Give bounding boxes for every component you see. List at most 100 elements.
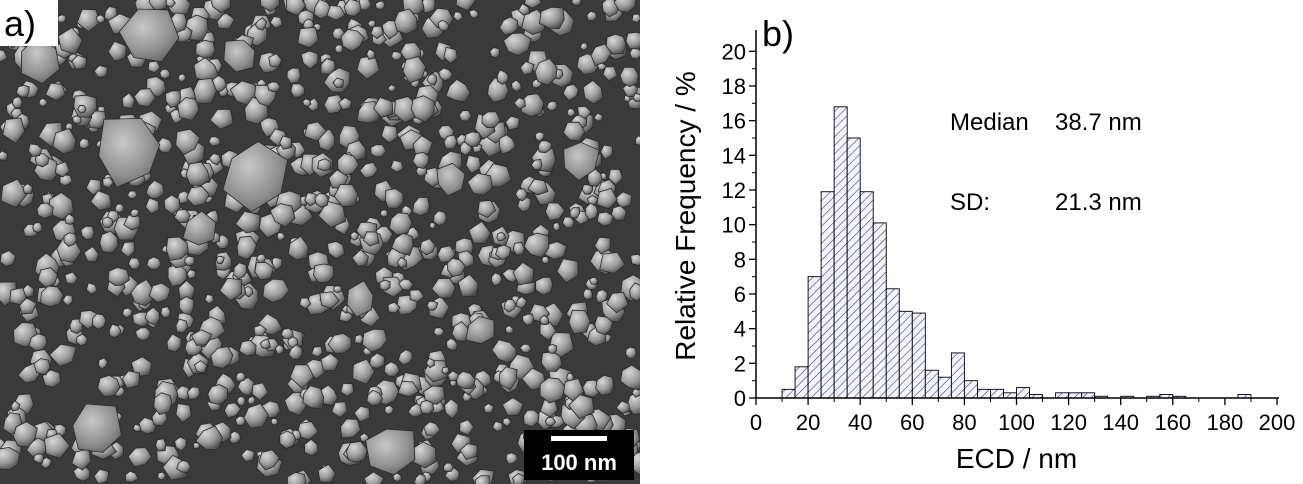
sem-grain xyxy=(86,282,98,295)
sem-grain xyxy=(425,357,435,369)
sem-grain xyxy=(457,273,479,297)
sem-grain xyxy=(195,425,223,451)
sem-grain xyxy=(585,202,599,221)
sem-grain xyxy=(253,324,267,337)
histogram-bar xyxy=(872,222,887,399)
sem-grain xyxy=(114,203,125,214)
sem-grain xyxy=(579,42,589,51)
sem-grain xyxy=(61,294,74,307)
sem-grain xyxy=(186,185,210,207)
sem-grain xyxy=(374,0,386,11)
sem-grain xyxy=(534,58,558,86)
sem-grain xyxy=(332,77,344,89)
sem-grain xyxy=(195,39,216,59)
sem-grain xyxy=(28,143,43,157)
sem-grain xyxy=(11,96,23,109)
sem-grain xyxy=(396,256,408,268)
sem-grain xyxy=(455,370,476,390)
sem-grain xyxy=(302,385,325,410)
sem-grain xyxy=(276,232,286,241)
panel-a-label-background xyxy=(0,0,58,46)
sem-grain xyxy=(48,192,74,221)
sem-grain xyxy=(523,232,550,259)
sem-grain xyxy=(423,421,441,437)
sem-grain xyxy=(595,374,615,396)
sem-grain xyxy=(340,382,355,397)
sem-grain xyxy=(270,417,279,426)
sem-grain xyxy=(287,235,309,261)
sem-grain xyxy=(331,401,348,418)
sem-grain xyxy=(410,95,435,123)
sem-grain xyxy=(160,306,172,319)
sem-grain xyxy=(582,288,593,301)
histogram-bar xyxy=(1016,387,1030,399)
sem-grain xyxy=(145,179,165,199)
sem-grain xyxy=(596,211,614,227)
sem-grain xyxy=(505,115,521,131)
sem-grain xyxy=(0,446,20,471)
sem-grain xyxy=(144,197,160,215)
sem-grain xyxy=(57,26,83,55)
sem-grain xyxy=(447,370,460,382)
sem-grain xyxy=(599,252,626,274)
sem-grain xyxy=(192,442,201,450)
sem-grain xyxy=(304,438,319,457)
sem-grain xyxy=(190,329,213,346)
sem-grain xyxy=(402,56,427,84)
sem-grain xyxy=(354,334,364,345)
sem-grain xyxy=(173,208,191,223)
sem-grain xyxy=(300,50,319,70)
annotation-sd-label: SD: xyxy=(950,189,990,216)
sem-grain xyxy=(311,345,324,358)
sem-grain xyxy=(569,207,581,219)
sem-grain xyxy=(443,134,458,150)
sem-grain xyxy=(133,88,156,108)
sem-grain xyxy=(166,333,182,353)
sem-grain xyxy=(445,337,458,351)
sem-grain xyxy=(535,131,545,143)
sem-grain xyxy=(144,306,161,326)
histogram-chart: b) 0 2 4 6 8 10 12 14 16 18 20 0 20 40 60 80 100 120 140 1… xyxy=(670,13,1295,474)
sem-grain xyxy=(498,366,518,391)
sem-grain xyxy=(577,105,592,120)
sem-grain xyxy=(80,225,95,241)
sem-grain xyxy=(290,83,306,98)
sem-grain xyxy=(625,31,640,50)
x-tick-label: 40 xyxy=(848,410,872,435)
histogram-bar xyxy=(950,352,965,399)
sem-grain xyxy=(193,77,217,105)
sem-grain xyxy=(184,255,196,266)
sem-grain xyxy=(288,344,303,361)
sem-grain xyxy=(209,108,234,130)
sem-grain xyxy=(519,61,535,76)
sem-grain xyxy=(437,245,456,263)
sem-grain xyxy=(610,205,627,221)
sem-grain xyxy=(243,403,269,429)
sem-grain xyxy=(38,97,49,108)
sem-large-grain xyxy=(182,210,217,246)
sem-grain xyxy=(379,209,389,218)
sem-grain xyxy=(77,104,87,114)
y-tick-label: 6 xyxy=(734,282,746,307)
sem-large-grain xyxy=(223,39,256,73)
sem-grain xyxy=(590,43,612,67)
sem-grain xyxy=(520,93,545,118)
sem-grain xyxy=(631,13,640,24)
x-tick-label: 20 xyxy=(796,410,820,435)
sem-grain xyxy=(568,309,591,335)
sem-grain xyxy=(491,339,518,363)
sem-grain xyxy=(216,255,225,265)
sem-grain xyxy=(37,267,59,288)
sem-grain xyxy=(390,159,404,173)
sem-grain xyxy=(512,473,525,484)
x-tick-label: 0 xyxy=(750,410,762,435)
annotation-sd-value: 21.3 nm xyxy=(1055,189,1142,216)
histogram-bar xyxy=(1068,392,1083,399)
sem-grain xyxy=(605,33,627,55)
sem-grain xyxy=(568,394,595,420)
sem-grain xyxy=(620,364,640,391)
sem-grain xyxy=(146,256,162,271)
sem-grain xyxy=(561,216,575,229)
sem-grain xyxy=(505,452,518,465)
sem-grain xyxy=(279,135,293,150)
